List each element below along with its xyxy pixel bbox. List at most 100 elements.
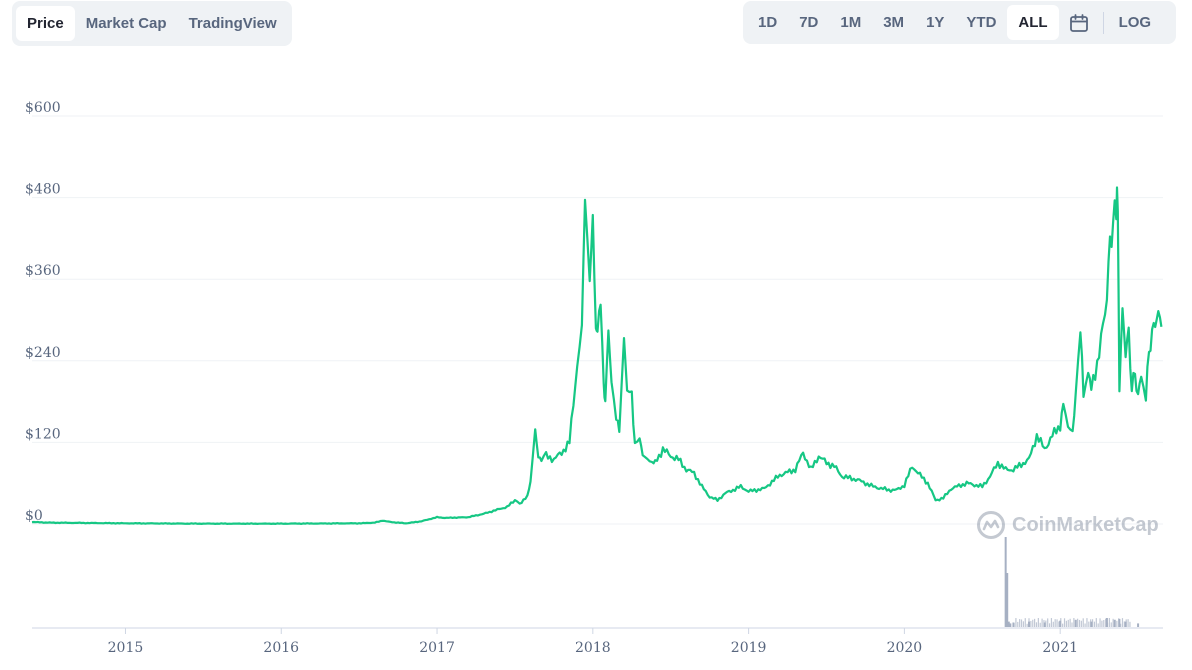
volume-bar — [1071, 622, 1073, 627]
y-tick-label: $600 — [25, 100, 61, 116]
y-tick-label: $360 — [25, 263, 61, 279]
tab-price[interactable]: Price — [16, 6, 75, 41]
volume-bar — [1037, 618, 1039, 627]
volume-bar — [1050, 618, 1053, 627]
volume-bar — [1015, 618, 1017, 627]
volume-bar — [1054, 619, 1056, 627]
volume-bar — [1041, 618, 1043, 627]
volume-bar — [1043, 622, 1046, 627]
volume-bar — [1073, 618, 1075, 627]
log-scale-button[interactable]: LOG — [1118, 14, 1152, 31]
volume-bar — [1006, 573, 1009, 627]
volume-bar — [1058, 621, 1060, 627]
range-1m-button[interactable]: 1M — [840, 14, 862, 31]
x-tick-label: 2018 — [575, 640, 611, 656]
volume-bar — [1009, 623, 1012, 627]
coinmarketcap-logo-icon — [977, 511, 1005, 539]
y-tick-label: $240 — [25, 345, 61, 361]
volume-bar — [1063, 618, 1066, 627]
volume-bar — [1035, 622, 1038, 627]
price-series-line[interactable] — [31, 186, 1163, 525]
volume-bar — [1120, 623, 1122, 627]
volume-bar — [1048, 623, 1051, 627]
volume-bar — [1032, 619, 1034, 627]
tab-tradingview[interactable]: TradingView — [188, 15, 277, 32]
volume-bar — [1028, 618, 1030, 627]
volume-bar — [1004, 537, 1007, 627]
x-tick-label: 2016 — [263, 640, 299, 656]
volume-bar — [1013, 623, 1015, 627]
volume-bar — [1082, 618, 1084, 627]
volume-bar — [1105, 618, 1107, 627]
volume-bar — [1007, 621, 1010, 627]
calendar-icon — [1069, 13, 1088, 32]
volume-bar — [1108, 618, 1110, 627]
volume-bar — [1105, 618, 1108, 627]
volume-bar — [1112, 618, 1114, 627]
x-tick-label: 2019 — [731, 640, 767, 656]
calendar-button[interactable] — [1059, 5, 1099, 40]
volume-bar — [1121, 618, 1124, 627]
volume-bar — [1019, 619, 1021, 627]
volume-bar — [1039, 622, 1041, 627]
x-tick-label: 2015 — [108, 640, 144, 656]
volume-bar — [1078, 619, 1081, 627]
range-1y-button[interactable]: 1Y — [926, 14, 945, 31]
volume-bar — [1137, 623, 1140, 627]
volume-bar — [1106, 622, 1109, 627]
volume-bar — [1088, 621, 1090, 627]
volume-bar — [1095, 618, 1097, 627]
volume-bar — [1116, 620, 1118, 627]
volume-bar — [1118, 618, 1121, 627]
volume-bar — [1090, 621, 1093, 627]
volume-bar — [1123, 621, 1125, 627]
volume-bar — [1020, 619, 1023, 627]
tab-market-cap[interactable]: Market Cap — [85, 15, 167, 32]
range-ytd-button[interactable]: YTD — [966, 14, 997, 31]
x-tick-label: 2020 — [887, 640, 923, 656]
x-tick-label: 2017 — [419, 640, 455, 656]
volume-bar — [1067, 619, 1069, 627]
volume-bar — [1127, 619, 1129, 627]
volume-bar — [1077, 618, 1079, 627]
volume-bar — [1026, 623, 1028, 627]
watermark-text: CoinMarketCap — [1012, 513, 1159, 536]
time-range-tabs: 1D 7D 1M 3M 1Y YTD ALL LOG — [743, 1, 1176, 44]
volume-bar — [1099, 618, 1101, 627]
volume-bar — [1065, 620, 1067, 627]
volume-bar — [1043, 620, 1045, 627]
volume-bar — [1097, 623, 1099, 627]
volume-bar — [1022, 621, 1024, 627]
volume-bar — [1080, 620, 1082, 627]
volume-bar — [1047, 618, 1049, 627]
y-tick-label: $480 — [25, 182, 61, 198]
volume-bar — [1101, 620, 1103, 627]
range-3m-button[interactable]: 3M — [883, 14, 905, 31]
y-tick-label: $0 — [25, 508, 43, 524]
volume-bar — [1045, 620, 1047, 627]
volume-bar — [1075, 622, 1077, 627]
volume-bar — [1024, 618, 1026, 627]
range-7d-button[interactable]: 7D — [799, 14, 819, 31]
volume-bar — [1125, 619, 1127, 627]
coinmarketcap-watermark: CoinMarketCap — [976, 510, 1159, 540]
range-all-button[interactable]: ALL — [1007, 5, 1059, 40]
volume-bar — [1086, 618, 1088, 627]
volume-bar — [1110, 622, 1112, 627]
volume-bar — [1103, 620, 1105, 627]
volume-bar — [1090, 619, 1092, 627]
volume-bar — [1091, 619, 1094, 627]
volume-bar — [1069, 618, 1071, 627]
chart-type-tabs: Price Market Cap TradingView — [12, 1, 292, 46]
volume-bar — [1129, 621, 1131, 627]
range-1d-button[interactable]: 1D — [758, 14, 778, 31]
volume-bar — [1030, 620, 1032, 627]
volume-bar — [1118, 618, 1120, 627]
volume-bar — [1114, 619, 1116, 627]
volume-bar — [1084, 623, 1086, 627]
volume-bar — [1017, 621, 1019, 627]
volume-bar — [1052, 621, 1054, 627]
volume-bar — [1056, 619, 1058, 627]
